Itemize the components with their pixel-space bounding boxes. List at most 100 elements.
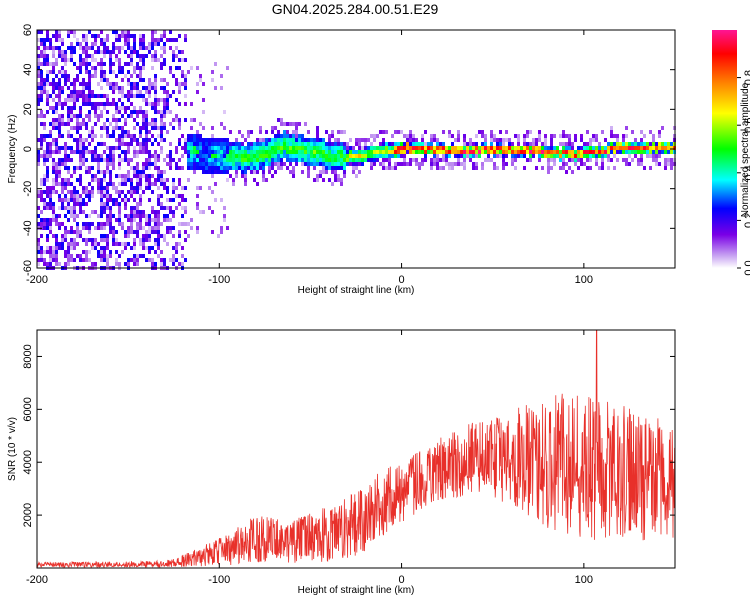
spectrogram-cell [67, 182, 70, 186]
spectrogram-cell [619, 150, 622, 154]
spectrogram-cell [211, 190, 214, 194]
spectrogram-cell [124, 178, 127, 182]
spectrogram-cell [469, 158, 472, 162]
spectrogram-cell [94, 226, 97, 230]
spectrogram-cell [202, 98, 205, 102]
spectrogram-cell [607, 146, 610, 150]
spectrogram-cell [169, 158, 172, 162]
spectrogram-cell [214, 142, 217, 146]
spectrogram-cell [433, 154, 436, 158]
spectrogram-cell [154, 226, 157, 230]
spectrogram-cell [640, 162, 643, 166]
spectrogram-cell [223, 218, 226, 222]
spectrogram-cell [313, 146, 316, 150]
spectrogram-cell [175, 114, 178, 118]
spectrogram-cell [76, 214, 79, 218]
spectrogram-x-label: Height of straight line (km) [298, 285, 415, 296]
spectrogram-cell [46, 202, 49, 206]
spectrogram-cell [247, 158, 250, 162]
spectrogram-cell [316, 126, 319, 130]
spectrogram-cell [526, 158, 529, 162]
spectrogram-cell [85, 190, 88, 194]
spectrogram-cell [580, 150, 583, 154]
spectrogram-cell [583, 142, 586, 146]
spectrogram-cell [85, 86, 88, 90]
spectrogram-cell [538, 134, 541, 138]
spectrogram-cell [76, 178, 79, 182]
spectrogram-cell [52, 190, 55, 194]
spectrogram-cell [91, 66, 94, 70]
spectrogram-cell [481, 166, 484, 170]
spectrogram-cell [52, 86, 55, 90]
spectrogram-cell [439, 166, 442, 170]
spectrogram-cell [100, 114, 103, 118]
spectrogram-cell [163, 46, 166, 50]
spectrogram-cell [358, 170, 361, 174]
spectrogram-cell [52, 90, 55, 94]
spectrogram-cell [118, 254, 121, 258]
spectrogram-cell [91, 246, 94, 250]
spectrogram-cell [169, 30, 172, 34]
spectrogram-cell [121, 138, 124, 142]
spectrogram-cell [172, 214, 175, 218]
spectrogram-cell [139, 54, 142, 58]
spectrogram-cell [40, 178, 43, 182]
spectrogram-cell [112, 214, 115, 218]
spectrogram-cell [547, 154, 550, 158]
spectrogram-cell [499, 138, 502, 142]
spectrogram-cell [205, 146, 208, 150]
spectrogram-cell [376, 158, 379, 162]
spectrogram-cell [58, 166, 61, 170]
spectrogram-cell [82, 58, 85, 62]
spectrogram-cell [661, 150, 664, 154]
spectrogram-cell [160, 262, 163, 266]
spectrogram-cell [463, 142, 466, 146]
spectrogram-cell [340, 154, 343, 158]
spectrogram-cell [82, 86, 85, 90]
spectrogram-cell [493, 162, 496, 166]
spectrogram-cell [46, 194, 49, 198]
spectrogram-cell [106, 98, 109, 102]
spectrogram-cell [64, 54, 67, 58]
spectrogram-cell [151, 258, 154, 262]
spectrogram-cell [103, 222, 106, 226]
spectrogram-cell [46, 98, 49, 102]
spectrogram-cell [88, 222, 91, 226]
spectrogram-cell [391, 150, 394, 154]
spectrogram-cell [79, 230, 82, 234]
spectrogram-cell [352, 146, 355, 150]
spectrogram-cell [463, 154, 466, 158]
spectrogram-cell [196, 230, 199, 234]
spectrogram-cell [319, 158, 322, 162]
spectrogram-cell [52, 110, 55, 114]
spectrogram-cell [136, 234, 139, 238]
spectrogram-cell [568, 158, 571, 162]
spectrogram-cell [118, 166, 121, 170]
spectrogram-cell [52, 246, 55, 250]
spectrogram-cell [523, 154, 526, 158]
spectrogram-cell [94, 238, 97, 242]
spectrogram-cell [346, 154, 349, 158]
spectrogram-cell [427, 150, 430, 154]
spectrogram-cell [664, 150, 667, 154]
spectrogram-cell [142, 98, 145, 102]
spectrogram-cell [172, 190, 175, 194]
spectrogram-cell [106, 50, 109, 54]
spectrogram-cell [424, 150, 427, 154]
spectrogram-cell [142, 46, 145, 50]
spectrogram-cell [106, 82, 109, 86]
spectrogram-cell [127, 190, 130, 194]
spectrogram-cell [328, 134, 331, 138]
spectrogram-cell [124, 134, 127, 138]
spectrogram-cell [436, 142, 439, 146]
spectrogram-cell [571, 154, 574, 158]
spectrogram-cell [163, 42, 166, 46]
spectrogram-cell [157, 158, 160, 162]
spectrogram-cell [106, 166, 109, 170]
spectrogram-cell [88, 86, 91, 90]
spectrogram-cell [502, 166, 505, 170]
spectrogram-cell [46, 94, 49, 98]
spectrogram-cell [46, 46, 49, 50]
spectrogram-cell [178, 90, 181, 94]
spectrogram-cell [502, 150, 505, 154]
